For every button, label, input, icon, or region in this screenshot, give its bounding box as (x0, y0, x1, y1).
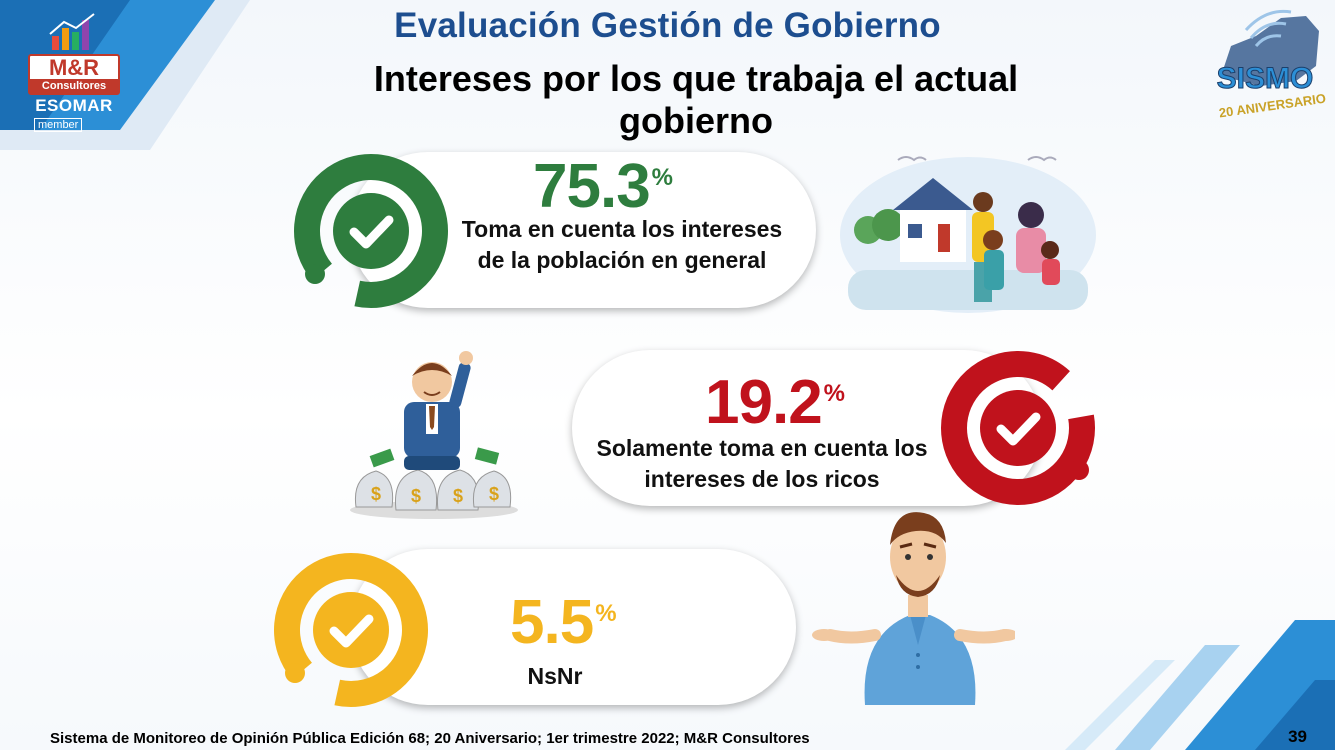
logo-mr-sub: Consultores (30, 79, 118, 93)
svg-text:$: $ (453, 486, 463, 506)
corner-decoration-bottom-right (1065, 620, 1335, 750)
check-ring-icon (294, 154, 448, 308)
svg-text:$: $ (411, 486, 421, 506)
svg-text:$: $ (489, 484, 499, 504)
sismo-name: SISMO (1217, 62, 1314, 95)
check-ring-icon (941, 351, 1095, 505)
footer-source: Sistema de Monitoreo de Opinión Pública … (50, 730, 810, 747)
result-general-label: Toma en cuenta los intereses de la pobla… (461, 216, 783, 273)
family-illustration (840, 156, 1096, 313)
result-nsnr-percent: 5.5% (510, 588, 617, 657)
logo-member: member (34, 118, 83, 132)
page-title: Evaluación Gestión de Gobierno (394, 6, 941, 45)
rich-man-illustration: $ $ $ $ (350, 351, 518, 519)
sismo-anniversary: 20 ANIVERSARIO (1218, 91, 1327, 121)
svg-text:$: $ (371, 484, 381, 504)
mr-consultores-logo: M&R Consultores ESOMAR member (28, 10, 120, 132)
result-rich-label: Solamente toma en cuenta los intereses d… (596, 435, 928, 492)
check-ring-icon (274, 553, 428, 707)
logo-chart-icon (49, 13, 95, 50)
logo-esomar: ESOMAR (35, 96, 113, 115)
result-rich-percent: 19.2% (705, 368, 846, 437)
page-subtitle: Intereses por los que trabaja el actual … (373, 58, 1019, 141)
result-general-percent: 75.3% (533, 152, 674, 221)
sismo-20-aniversario-logo: SISMO 20 ANIVERSARIO (1216, 9, 1327, 121)
page-number: 39 (1288, 727, 1307, 746)
shrugging-man-illustration (812, 512, 1015, 705)
logo-mr-name: M&R (48, 55, 100, 80)
result-nsnr-label: NsNr (527, 663, 583, 689)
